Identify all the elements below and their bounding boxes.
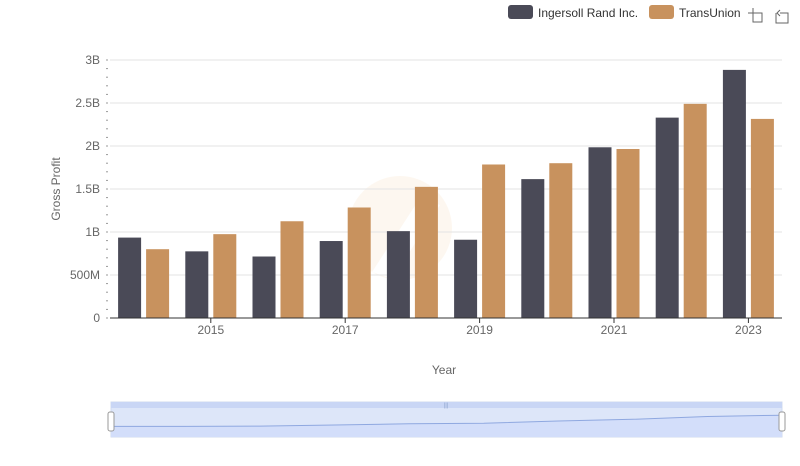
x-tick-label: 2023 bbox=[735, 323, 762, 337]
y-axis-ticks: 0 500M 1B 1.5B 2B 2.5B 3B bbox=[70, 53, 100, 325]
bar-ingersoll-rand-inc-2014[interactable] bbox=[118, 237, 142, 318]
bar-transunion-2022[interactable] bbox=[683, 103, 707, 318]
bar-transunion-2016[interactable] bbox=[280, 221, 304, 318]
data-zoom-grip-icon: ||| bbox=[444, 403, 449, 409]
legend-item[interactable]: TransUnion bbox=[649, 5, 741, 20]
y-minor-ticks bbox=[106, 59, 108, 319]
bar-ingersoll-rand-inc-2021[interactable] bbox=[588, 147, 612, 318]
y-tick-label: 0 bbox=[93, 311, 100, 325]
y-tick-label: 1.5B bbox=[75, 182, 100, 196]
data-zoom-preview-area bbox=[111, 415, 782, 437]
y-tick-label: 3B bbox=[85, 53, 100, 67]
bar-ingersoll-rand-inc-2016[interactable] bbox=[252, 256, 276, 318]
bar-transunion-2019[interactable] bbox=[482, 164, 506, 318]
x-tick-label: 2015 bbox=[197, 323, 224, 337]
y-tick-label: 2.5B bbox=[75, 96, 100, 110]
bar-transunion-2014[interactable] bbox=[146, 249, 170, 318]
data-zoom-slider[interactable]: ||| bbox=[107, 401, 786, 438]
bar-ingersoll-rand-inc-2017[interactable] bbox=[319, 241, 343, 318]
restore-icon[interactable] bbox=[775, 9, 789, 24]
legend-swatch bbox=[508, 5, 533, 19]
legend-swatch bbox=[649, 5, 674, 19]
legend-label: Ingersoll Rand Inc. bbox=[538, 6, 638, 20]
data-zoom-left-handle[interactable] bbox=[107, 411, 115, 432]
legend-label: TransUnion bbox=[679, 6, 741, 20]
bars bbox=[118, 69, 774, 319]
x-axis-label: Year bbox=[432, 363, 456, 377]
bar-transunion-2018[interactable] bbox=[414, 186, 438, 318]
x-tick-label: 2017 bbox=[332, 323, 359, 337]
legend-item[interactable]: Ingersoll Rand Inc. bbox=[508, 5, 638, 20]
bar-ingersoll-rand-inc-2018[interactable] bbox=[386, 231, 410, 318]
x-tick-label: 2019 bbox=[466, 323, 493, 337]
y-tick-label: 2B bbox=[85, 139, 100, 153]
bar-transunion-2023[interactable] bbox=[750, 118, 774, 318]
y-axis-label: Gross Profit bbox=[49, 157, 63, 221]
data-zoom-right-handle[interactable] bbox=[778, 411, 786, 432]
x-axis-ticks: 2015 2017 2019 2021 2023 bbox=[197, 318, 762, 337]
bar-ingersoll-rand-inc-2019[interactable] bbox=[454, 239, 478, 318]
data-zoom-top-bar[interactable] bbox=[111, 402, 782, 408]
bar-transunion-2017[interactable] bbox=[347, 207, 371, 318]
data-zoom-preview-line bbox=[111, 414, 783, 427]
bar-ingersoll-rand-inc-2023[interactable] bbox=[722, 69, 746, 318]
y-tick-label: 1B bbox=[85, 225, 100, 239]
zoom-select-icon[interactable] bbox=[748, 8, 763, 23]
bar-ingersoll-rand-inc-2020[interactable] bbox=[521, 179, 545, 318]
bar-transunion-2021[interactable] bbox=[616, 149, 640, 318]
bar-ingersoll-rand-inc-2015[interactable] bbox=[185, 251, 209, 318]
y-tick-label: 500M bbox=[70, 268, 100, 282]
bar-ingersoll-rand-inc-2022[interactable] bbox=[655, 117, 679, 319]
legend: Ingersoll Rand Inc. TransUnion bbox=[508, 5, 741, 20]
bar-transunion-2020[interactable] bbox=[549, 163, 573, 318]
bar-transunion-2015[interactable] bbox=[213, 234, 237, 318]
x-tick-label: 2021 bbox=[601, 323, 628, 337]
